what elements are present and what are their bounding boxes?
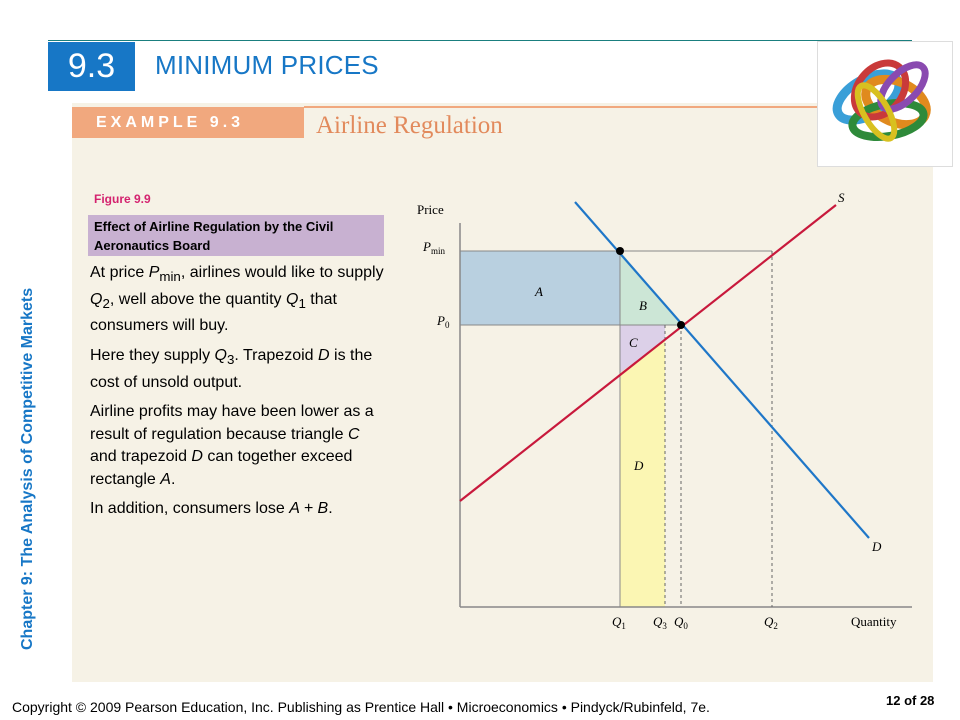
header-rule bbox=[48, 40, 912, 41]
figure-description: At price Pmin, airlines would like to su… bbox=[90, 262, 390, 528]
footer-copyright: Copyright © 2009 Pearson Education, Inc.… bbox=[12, 699, 710, 715]
figure-caption: Effect of Airline Regulation by the Civi… bbox=[88, 215, 384, 256]
example-label: EXAMPLE 9.3 bbox=[72, 107, 304, 138]
example-rule bbox=[304, 106, 817, 108]
rings-logo-icon bbox=[817, 41, 953, 167]
figure-label: Figure 9.9 bbox=[94, 192, 151, 206]
chapter-vertical-title: Chapter 9: The Analysis of Competitive M… bbox=[19, 287, 36, 650]
description-paragraph-1: At price Pmin, airlines would like to su… bbox=[90, 264, 384, 335]
description-paragraph-2: Here they supply Q3. Trapezoid D is the … bbox=[90, 346, 373, 391]
section-number: 9.3 bbox=[48, 42, 135, 91]
page-number: 12 of 28 bbox=[886, 693, 935, 708]
description-paragraph-4: In addition, consumers lose A + B. bbox=[90, 500, 333, 518]
example-title: Airline Regulation bbox=[316, 112, 503, 139]
section-title: MINIMUM PRICES bbox=[155, 50, 379, 80]
description-paragraph-3: Airline profits may have been lower as a… bbox=[90, 403, 374, 488]
